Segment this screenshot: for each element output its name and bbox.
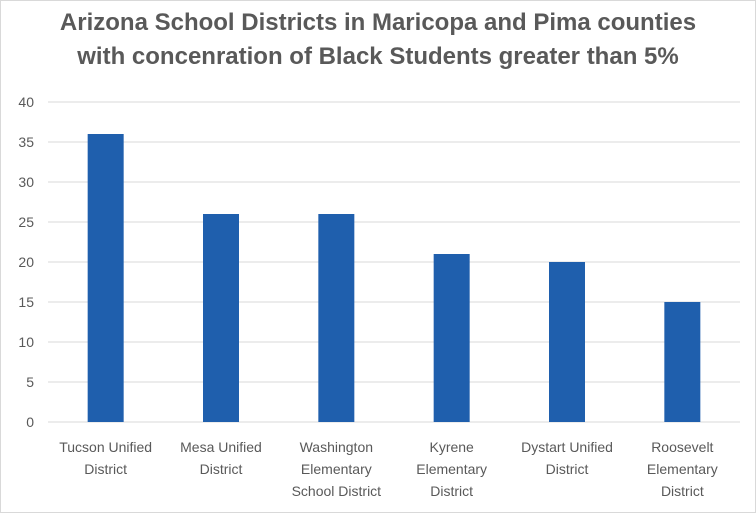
gridlines xyxy=(48,101,740,423)
x-tick-label-line: School District xyxy=(292,483,382,499)
y-axis-ticks: 0 5 10 15 20 25 30 35 40 xyxy=(18,94,34,430)
x-tick-label-line: District xyxy=(200,461,243,477)
x-tick-label-line: Dystart Unified xyxy=(521,439,613,455)
bar-5 xyxy=(664,302,701,422)
x-tick-label-line: District xyxy=(84,461,127,477)
x-tick-label-line: Elementary xyxy=(647,461,718,477)
y-tick-label: 35 xyxy=(18,134,34,150)
x-tick-label: Tucson Unified District xyxy=(59,439,152,477)
x-tick-label-line: Mesa Unified xyxy=(180,439,262,455)
bar-1 xyxy=(203,214,239,422)
x-tick-label: Kyrene Elementary District xyxy=(416,439,487,499)
y-tick-label: 25 xyxy=(18,214,34,230)
x-tick-label-line: Elementary xyxy=(301,461,372,477)
bar-0 xyxy=(87,134,124,422)
bar-4 xyxy=(549,262,585,422)
x-tick-label: Dystart Unified District xyxy=(521,439,613,477)
x-axis-ticks: Tucson Unified District Mesa Unified Distri… xyxy=(59,439,718,499)
x-tick-label-line: Roosevelt xyxy=(651,439,713,455)
y-tick-label: 30 xyxy=(18,174,34,190)
x-tick-label: Roosevelt Elementary District xyxy=(647,439,718,499)
chart-title-line-1: Arizona School Districts in Maricopa and… xyxy=(59,9,697,36)
y-tick-label: 40 xyxy=(18,94,34,110)
bar-2 xyxy=(318,214,355,422)
x-tick-label-line: Washington xyxy=(300,439,373,455)
bar-3 xyxy=(433,254,470,422)
x-tick-label-line: District xyxy=(661,483,704,499)
y-tick-label: 5 xyxy=(26,374,34,390)
x-tick-label-line: Elementary xyxy=(416,461,487,477)
y-tick-label: 10 xyxy=(18,334,34,350)
x-tick-label-line: District xyxy=(430,483,473,499)
y-tick-label: 15 xyxy=(18,294,34,310)
bars xyxy=(87,134,701,422)
x-tick-label-line: Kyrene xyxy=(429,439,474,455)
x-tick-label-line: District xyxy=(546,461,589,477)
y-tick-label: 0 xyxy=(26,414,34,430)
x-tick-label-line: Tucson Unified xyxy=(59,439,152,455)
x-tick-label: Washington Elementary School District xyxy=(292,439,382,499)
y-tick-label: 20 xyxy=(18,254,34,270)
x-tick-label: Mesa Unified District xyxy=(180,439,262,477)
chart-title-line-2: with concenration of Black Students grea… xyxy=(77,43,679,70)
